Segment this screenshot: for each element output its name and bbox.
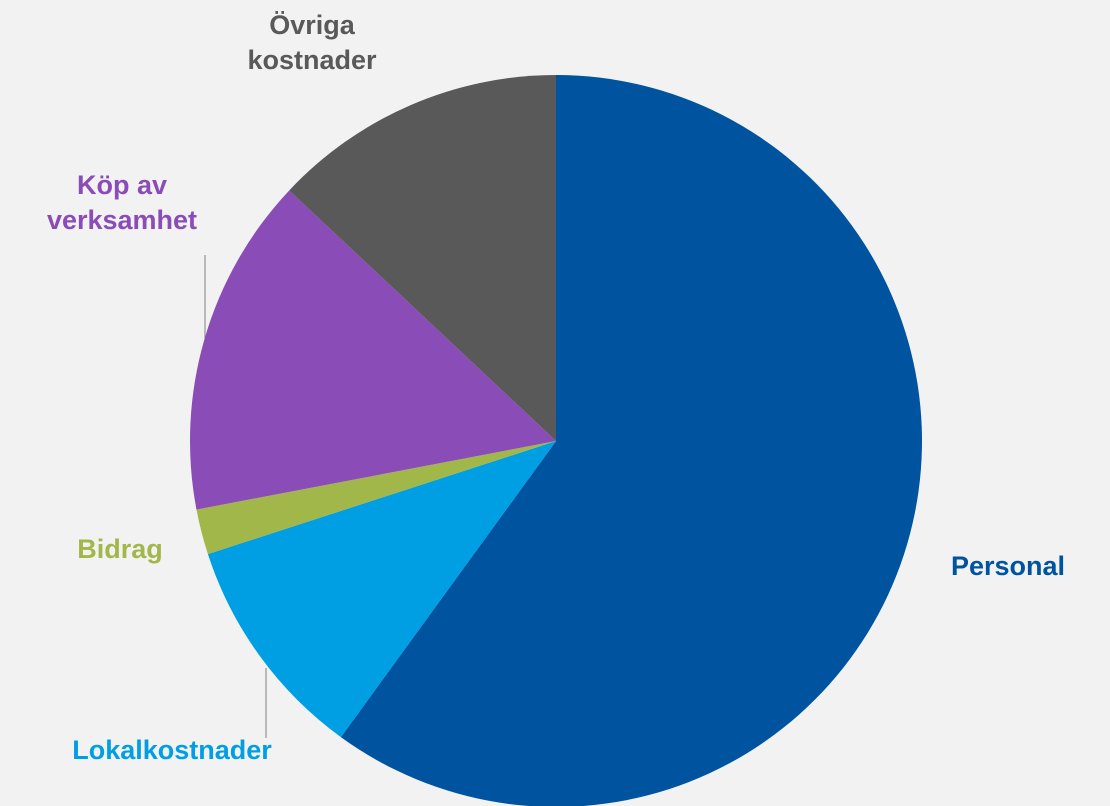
pie-slice	[196, 441, 557, 555]
pie-slice	[207, 441, 556, 738]
pie-slice	[289, 75, 556, 441]
slice-label: Övriga kostnader	[247, 10, 377, 75]
slice-label: Bidrag	[77, 534, 163, 564]
pie-slice	[340, 75, 922, 806]
slice-label: Köp av verksamhet	[47, 170, 197, 235]
slice-label: Lokalkostnader	[72, 735, 272, 765]
pie-slice	[189, 190, 556, 510]
slice-label: Personal	[951, 551, 1065, 581]
